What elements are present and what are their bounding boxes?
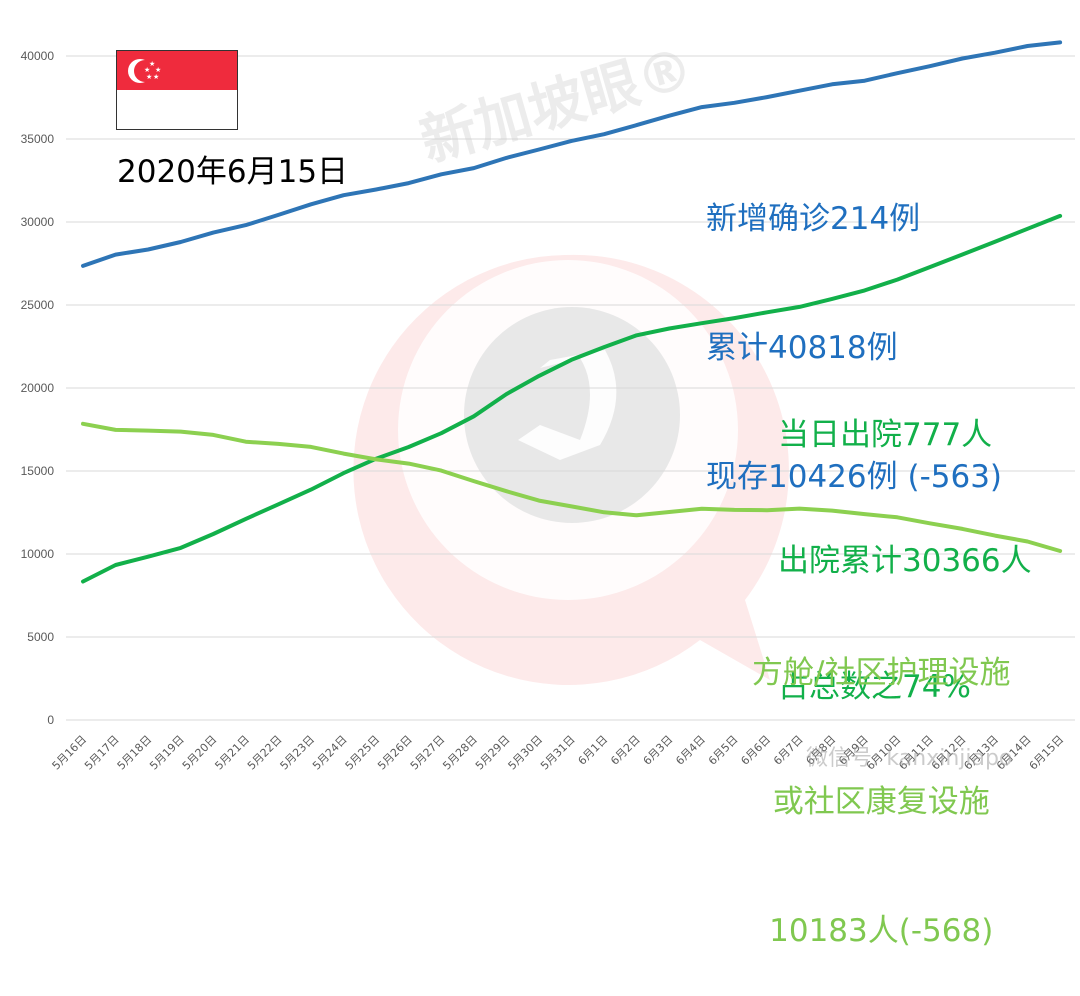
annotation-line: 当日出院777人 — [778, 417, 993, 453]
annotation-line: 累计40818例 — [706, 330, 898, 366]
gridlines — [66, 55, 1075, 721]
x-tick-label: 6月15日 — [1027, 733, 1067, 773]
annotation-confirmed: 新增确诊214例 累计40818例 现存10426例 (-563) — [706, 112, 1002, 542]
annotation-line: 占总数之74% — [778, 669, 971, 705]
y-tick-label: 10000 — [21, 547, 55, 561]
singapore-flag-icon: ★ ★ ★ ★ ★ — [116, 50, 238, 130]
y-axis-ticks: 0 5000 10000 15000 20000 25000 30000 35000 40000 — [21, 49, 55, 727]
x-tick-label: 5月30日 — [506, 733, 546, 773]
x-tick-label: 5月24日 — [310, 733, 350, 773]
x-tick-label: 5月26日 — [375, 733, 415, 773]
x-tick-label: 5月29日 — [473, 733, 513, 773]
y-tick-label: 0 — [47, 713, 54, 727]
y-tick-label: 5000 — [27, 630, 54, 644]
svg-text:★: ★ — [144, 66, 150, 74]
x-tick-label: 6月1日 — [576, 733, 611, 768]
series-line — [81, 213, 1063, 584]
x-tick-label: 5月23日 — [278, 733, 318, 773]
y-tick-label: 35000 — [21, 132, 55, 146]
annotation-line: 10183人(-568) — [769, 913, 994, 949]
series-lines — [81, 40, 1063, 584]
x-tick-label: 5月16日 — [50, 733, 90, 773]
annotation-discharged: 当日出院777人 出院累计30366人 占总数之74% — [778, 330, 1032, 750]
annotation-line: 现存10426例 (-563) — [706, 459, 1003, 495]
x-tick-label: 5月18日 — [115, 733, 155, 773]
x-tick-label: 5月28日 — [440, 733, 480, 773]
x-tick-label: 5月27日 — [408, 733, 448, 773]
annotation-facility: 方舱/社区护理设施 或社区康复设施 10183人(-568) — [752, 566, 1010, 996]
x-tick-label: 5月21日 — [212, 733, 252, 773]
series-line — [81, 421, 1063, 553]
svg-text:★: ★ — [155, 66, 161, 74]
series-line — [81, 40, 1063, 268]
y-tick-label: 20000 — [21, 381, 55, 395]
y-tick-label: 25000 — [21, 298, 55, 312]
x-tick-label: 5月25日 — [343, 733, 383, 773]
x-tick-label: 5月31日 — [538, 733, 578, 773]
line-chart: 0 5000 10000 15000 20000 25000 30000 35000 40000… — [21, 40, 1075, 773]
annotation-line: 或社区康复设施 — [772, 784, 990, 820]
y-tick-label: 30000 — [21, 215, 55, 229]
x-tick-label: 5月17日 — [82, 733, 122, 773]
svg-text:★: ★ — [153, 73, 159, 81]
svg-text:★: ★ — [146, 73, 152, 81]
wechat-watermark: 微信号: kanxinjiapo — [806, 746, 1013, 771]
annotation-line: 新增确诊214例 — [706, 201, 921, 237]
annotation-line: 方舱/社区护理设施 — [752, 655, 1011, 691]
x-tick-label: 6月3日 — [641, 733, 676, 768]
x-tick-label: 5月22日 — [245, 733, 285, 773]
y-tick-label: 15000 — [21, 464, 55, 478]
x-tick-label: 5月19日 — [147, 733, 187, 773]
svg-text:★: ★ — [149, 60, 155, 68]
y-tick-label: 40000 — [21, 49, 55, 63]
x-tick-label: 6月5日 — [706, 733, 741, 768]
x-tick-label: 5月20日 — [180, 733, 220, 773]
x-tick-label: 6月2日 — [608, 733, 643, 768]
annotation-line: 出院累计30366人 — [778, 543, 1032, 579]
date-label: 2020年6月15日 — [117, 154, 349, 190]
x-tick-label: 6月4日 — [673, 733, 708, 768]
